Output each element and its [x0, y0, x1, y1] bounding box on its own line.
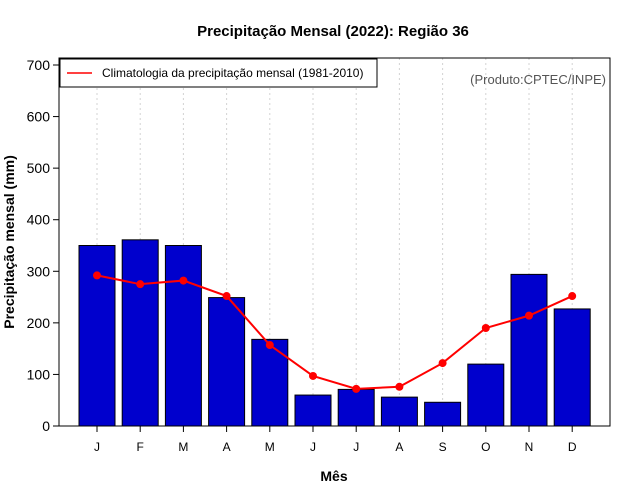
bar-4: [208, 297, 246, 427]
bar-9: [424, 401, 462, 427]
x-tick-label: O: [481, 440, 490, 454]
climatology-line: [93, 271, 577, 393]
bar-7: [337, 388, 375, 427]
bar-5: [251, 338, 289, 427]
credit-text: (Produto:CPTEC/INPE): [470, 72, 606, 87]
x-tick-label: M: [265, 440, 275, 454]
x-tick-label: A: [395, 440, 403, 454]
y-tick-label: 400: [27, 212, 51, 228]
bar-2: [121, 239, 159, 427]
y-tick-label: 500: [27, 160, 51, 176]
x-tick-label: S: [439, 440, 447, 454]
bar-11: [510, 273, 548, 427]
bar-3: [164, 245, 202, 427]
bar-12: [553, 308, 591, 427]
y-tick-label: 700: [27, 57, 51, 73]
y-tick-label: 300: [27, 263, 51, 279]
climatology-point-10: [481, 324, 490, 333]
legend-box: [59, 58, 378, 88]
bar-6: [294, 394, 332, 427]
x-tick-label: J: [310, 440, 316, 454]
bar-8: [380, 396, 418, 427]
x-tick-label: N: [525, 440, 534, 454]
climatology-point-9: [438, 359, 447, 368]
legend-label: Climatologia da precipitação mensal (198…: [102, 66, 363, 80]
y-axis-label: Precipitação mensal (mm): [1, 155, 17, 329]
y-tick-label: 100: [27, 366, 51, 382]
bars: [78, 239, 591, 427]
y-tick-label: 0: [42, 418, 50, 434]
y-tick-label: 200: [27, 315, 51, 331]
y-axis: 0 100 200 300 400 500 600 700: [27, 57, 59, 434]
climatology-point-5: [265, 341, 274, 350]
plot-frame: [58, 57, 611, 427]
y-tick-label: 600: [27, 109, 51, 125]
climatology-point-6: [309, 371, 317, 380]
x-tick-label: F: [137, 440, 144, 454]
climatology-point-12: [568, 292, 577, 301]
climatology-point-11: [525, 311, 533, 320]
x-tick-label: D: [568, 440, 577, 454]
legend: Climatologia da precipitação mensal (198…: [59, 58, 378, 88]
climatology-point-1: [93, 271, 101, 280]
climatology-point-8: [395, 382, 404, 391]
bar-10: [467, 363, 505, 427]
climatology-point-7: [352, 384, 361, 393]
x-tick-label: J: [353, 440, 359, 454]
climatology-point-4: [222, 292, 231, 301]
x-tick-label: J: [94, 440, 100, 454]
climatology-polyline: [96, 274, 573, 390]
climatology-point-2: [136, 280, 145, 289]
x-tick-label: A: [223, 440, 231, 454]
chart-title: Precipitação Mensal (2022): Região 36: [197, 23, 469, 40]
climatology-point-3: [179, 276, 188, 285]
x-axis-label: Mês: [320, 468, 347, 484]
x-tick-label: M: [178, 440, 188, 454]
